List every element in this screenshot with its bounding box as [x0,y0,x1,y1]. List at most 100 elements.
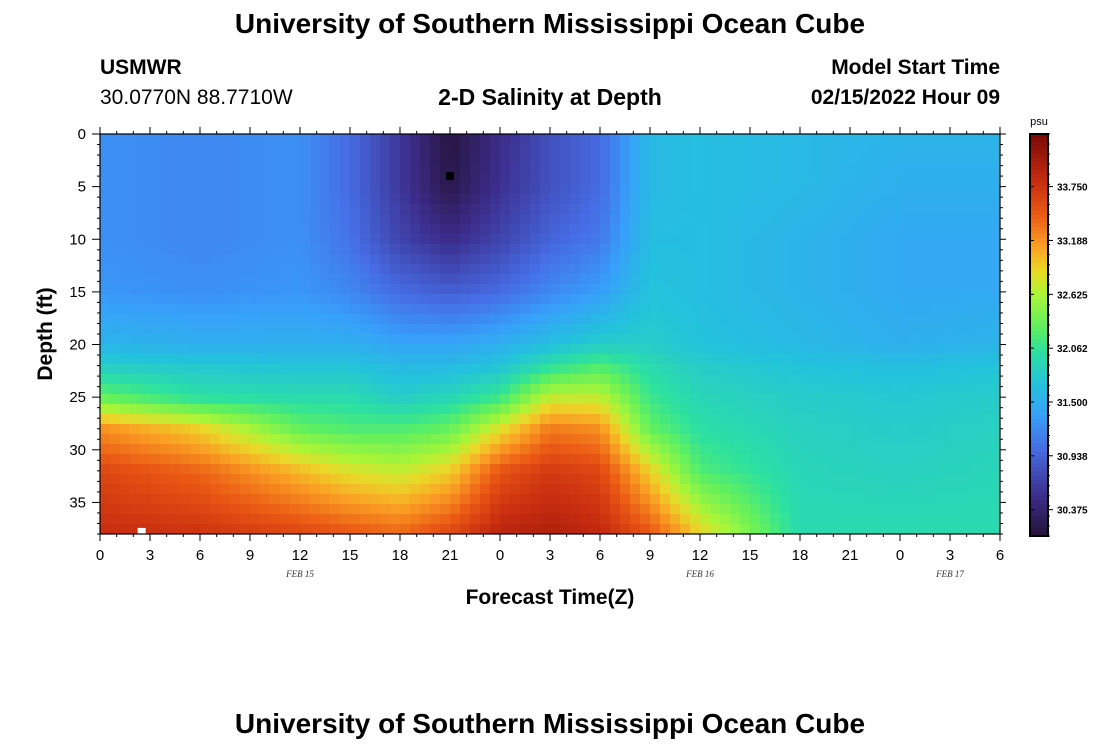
heatmap-cell [960,144,971,155]
heatmap-cell [720,164,731,175]
heatmap-cell [150,404,161,415]
heatmap-cell [820,384,831,395]
heatmap-cell [440,264,451,275]
heatmap-cell [500,224,511,235]
heatmap-cell [170,274,181,285]
heatmap-cell [440,474,451,485]
heatmap-cell [440,314,451,325]
heatmap-cell [560,144,571,155]
plot-title: 2-D Salinity at Depth [438,84,662,110]
heatmap-cell [430,304,441,315]
heatmap-cell [660,314,671,325]
heatmap-cell [490,464,501,475]
heatmap-cell [580,134,591,145]
heatmap-cell [720,264,731,275]
heatmap-cell [130,454,141,465]
heatmap-cell [640,184,651,195]
heatmap-cell [340,494,351,505]
heatmap-cell [100,414,111,425]
heatmap-cell [890,474,901,485]
heatmap-cell [260,334,271,345]
heatmap-cell [180,354,191,365]
heatmap-cell [480,374,491,385]
heatmap-cell [820,474,831,485]
heatmap-cell [760,154,771,165]
heatmap-cell [800,304,811,315]
heatmap-cell [710,354,721,365]
heatmap-cell [240,504,251,515]
heatmap-cell [890,144,901,155]
heatmap-cell [900,324,911,335]
heatmap-cell [560,464,571,475]
x-tick-label: 3 [946,547,954,564]
heatmap-cell [810,234,821,245]
heatmap-cell [640,254,651,265]
heatmap-cell [510,184,521,195]
heatmap-cell [460,264,471,275]
heatmap-cell [160,204,171,215]
heatmap-cell [810,494,821,505]
heatmap-cell [820,294,831,305]
heatmap-cell [690,314,701,325]
heatmap-cell [210,224,221,235]
heatmap-cell [830,304,841,315]
heatmap-cell [110,374,121,385]
heatmap-cell [910,204,921,215]
heatmap-cell [340,474,351,485]
heatmap-cell [240,524,251,535]
heatmap-cell [260,154,271,165]
heatmap-cell [230,314,241,325]
y-tick-label: 15 [69,284,86,301]
heatmap-cell [110,434,121,445]
heatmap-cell [210,144,221,155]
heatmap-cell [470,464,481,475]
heatmap-cell [270,384,281,395]
heatmap-cell [500,414,511,425]
heatmap-cell [290,214,301,225]
heatmap-cell [970,134,981,145]
heatmap-cell [580,214,591,225]
heatmap-cell [430,494,441,505]
heatmap-cell [970,404,981,415]
heatmap-cell [130,174,141,185]
heatmap-cell [900,424,911,435]
heatmap-cell [240,414,251,425]
heatmap-cell [550,484,561,495]
heatmap-cell [210,374,221,385]
heatmap-cell [800,504,811,515]
heatmap-cell [840,294,851,305]
heatmap-cell [710,404,721,415]
heatmap-cell [580,454,591,465]
heatmap-cell [620,134,631,145]
heatmap-cell [880,474,891,485]
heatmap-cell [430,264,441,275]
heatmap-cell [350,524,361,535]
heatmap-cell [350,364,361,375]
x-tick-label: 18 [792,547,809,564]
heatmap-cell [310,484,321,495]
heatmap-cell [480,474,491,485]
heatmap-cell [190,144,201,155]
heatmap-cell [930,434,941,445]
heatmap-cell [170,384,181,395]
heatmap-cell [170,264,181,275]
heatmap-cell [560,454,571,465]
heatmap-cell [490,374,501,385]
heatmap-cell [370,404,381,415]
heatmap-cell [290,484,301,495]
heatmap-cell [510,134,521,145]
heatmap-cell [550,394,561,405]
heatmap-cell [290,334,301,345]
heatmap-cell [420,354,431,365]
heatmap-cell [200,154,211,165]
heatmap-cell [990,144,1001,155]
heatmap-cell [530,364,541,375]
heatmap-cell [650,384,661,395]
heatmap-cell [730,294,741,305]
heatmap-cell [310,164,321,175]
heatmap-cell [140,444,151,455]
heatmap-cell [330,244,341,255]
heatmap-cell [920,324,931,335]
heatmap-cell [940,384,951,395]
heatmap-cell [530,374,541,385]
